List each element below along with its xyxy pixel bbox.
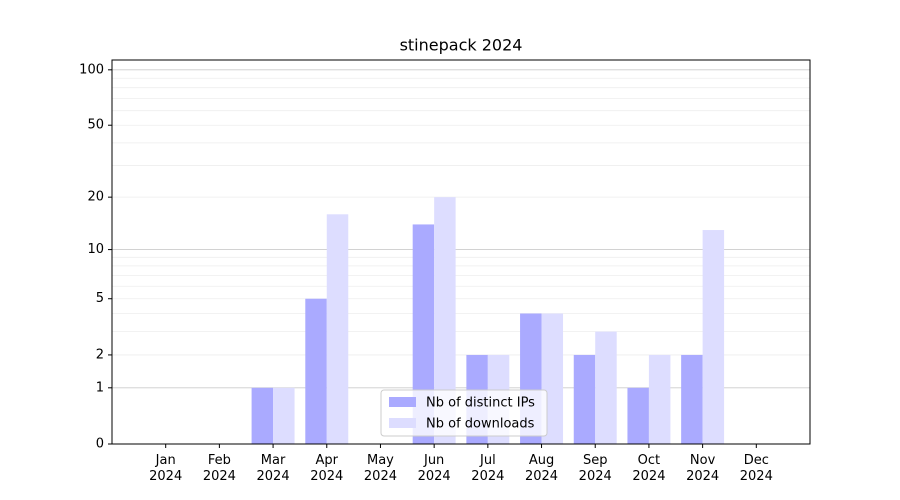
y-tick-label: 100 <box>79 62 104 77</box>
bar <box>648 354 671 444</box>
bar <box>573 354 596 444</box>
y-tick-label: 50 <box>87 118 104 133</box>
x-tick-label: Oct 2024 <box>632 453 666 484</box>
bar <box>702 230 725 444</box>
legend-label: Nb of distinct IPs <box>426 396 535 411</box>
bar <box>595 331 617 444</box>
legend-box <box>380 389 548 437</box>
y-tick-label: 2 <box>96 347 104 362</box>
legend-swatch <box>389 418 416 428</box>
y-tick-label: 20 <box>87 190 104 205</box>
x-tick-label: Jul 2024 <box>471 453 505 484</box>
bar <box>326 214 349 444</box>
bar <box>681 354 703 444</box>
x-tick-label: Nov 2024 <box>686 453 720 484</box>
x-tick-label: Jan 2024 <box>149 453 183 484</box>
bar <box>627 387 649 444</box>
x-tick-label: Sep 2024 <box>578 453 612 484</box>
x-tick-label: Mar 2024 <box>256 453 290 484</box>
y-tick-label: 5 <box>96 291 104 306</box>
x-tick-label: Aug 2024 <box>524 453 559 484</box>
x-tick-label: Jun 2024 <box>417 453 451 484</box>
x-tick-label: Feb 2024 <box>202 453 236 484</box>
chart-title: stinepack 2024 <box>400 36 523 55</box>
legend-label: Nb of downloads <box>426 417 535 432</box>
bar <box>273 387 295 444</box>
legend-swatch <box>389 397 416 407</box>
bar <box>251 387 274 444</box>
bar <box>305 298 327 444</box>
x-tick-label: Dec 2024 <box>739 453 773 484</box>
x-tick-label: Apr 2024 <box>310 453 344 484</box>
bar <box>412 224 435 444</box>
x-tick-label: May 2024 <box>363 453 397 484</box>
plot-frame <box>111 59 811 445</box>
y-tick-label: 10 <box>87 242 104 257</box>
legend: Nb of distinct IPs Nb of downloads <box>380 389 548 437</box>
bar <box>434 197 456 444</box>
y-tick-label: 0 <box>96 437 104 452</box>
y-tick-label: 1 <box>96 380 104 395</box>
